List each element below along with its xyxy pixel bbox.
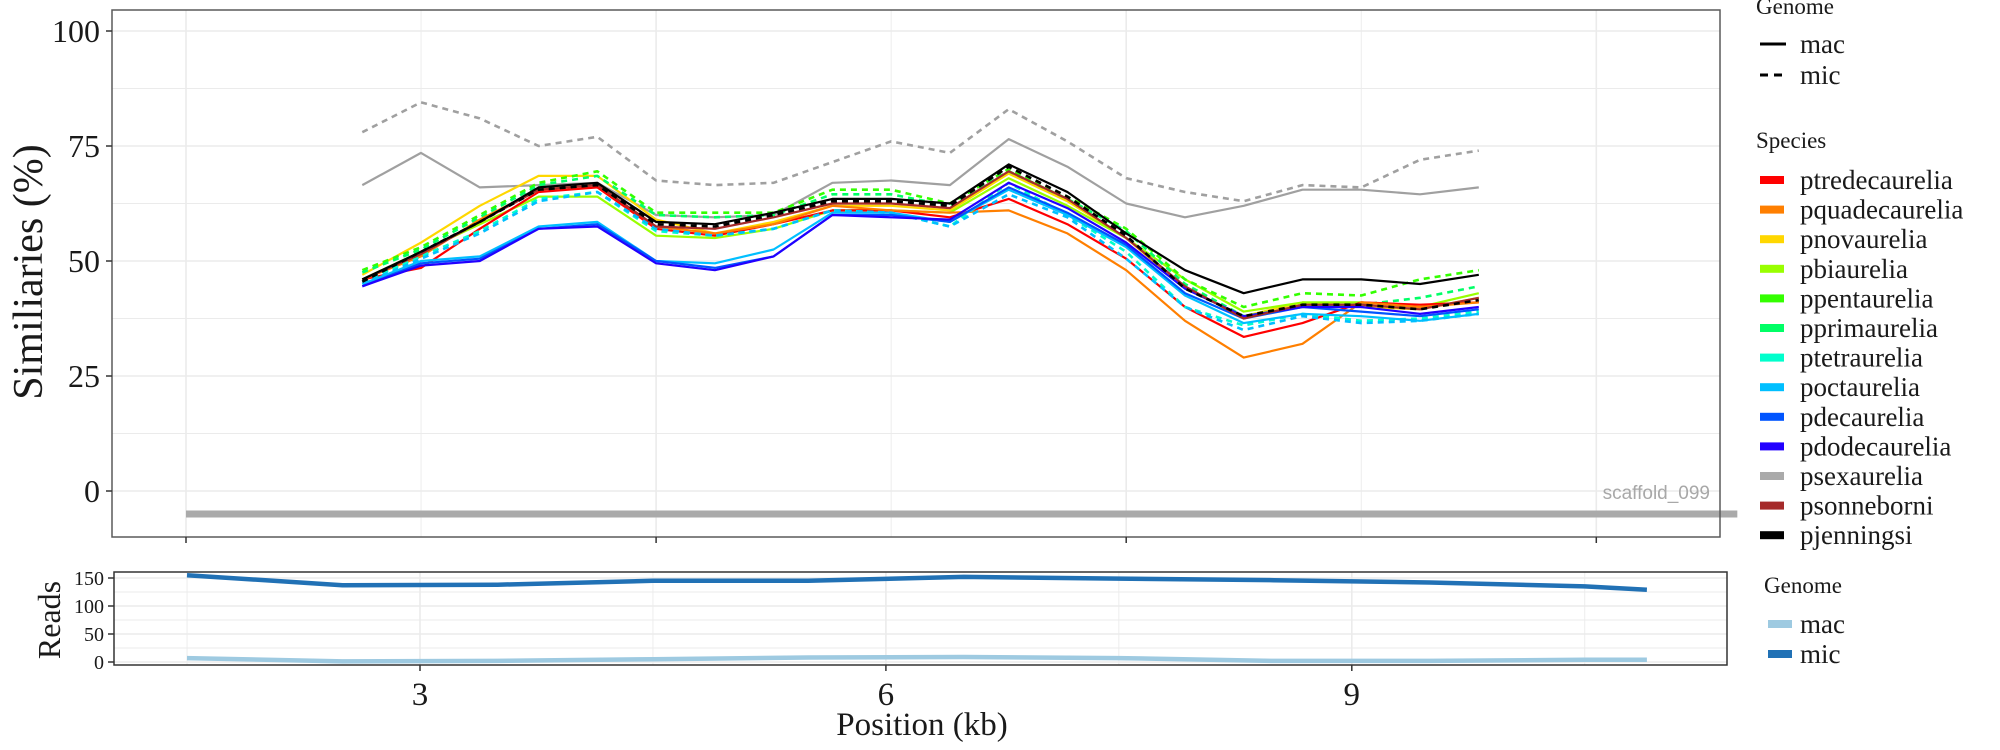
- legend-reads-mac: mac: [1800, 609, 1845, 639]
- reads-y-tick-label: 50: [84, 624, 104, 646]
- x-tick-label: 9: [1344, 677, 1361, 713]
- legend-species-ppentaurelia: ppentaurelia: [1800, 283, 1933, 313]
- legend-genome-mac: mac: [1800, 29, 1845, 59]
- legend-species-pdodecaurelia: pdodecaurelia: [1800, 431, 1951, 461]
- series-ppentaurelia-mic: [361, 167, 1480, 309]
- similarity-panel-background: [112, 10, 1720, 537]
- similarity-axes: 0 25 50 75 100: [52, 13, 1598, 543]
- legend-swatch-pnovaurelia: [1760, 235, 1784, 244]
- similarity-y-tick-label: 25: [68, 358, 100, 394]
- reads-axes: 0 50 100 150 3 6 9: [74, 568, 1360, 713]
- reads-y-axis-label: Reads: [31, 581, 67, 659]
- similarity-y-tick-label: 75: [68, 128, 100, 164]
- similarity-y-tick-label: 50: [68, 243, 100, 279]
- legend-species-pprimaurelia: pprimaurelia: [1800, 313, 1938, 343]
- series-ptredecaurelia-mac: [362, 186, 1479, 338]
- similarity-gridlines: [112, 10, 1720, 537]
- reads-lines: [186, 572, 1648, 664]
- legend-genome-title: Genome: [1756, 0, 1834, 19]
- similarity-y-tick-label: 100: [52, 13, 100, 49]
- reads-panel-background: [114, 572, 1727, 665]
- reads-panel-border: [113, 571, 1728, 666]
- legend-species-ptetraurelia: ptetraurelia: [1800, 343, 1923, 373]
- legend-swatch-pdodecaurelia: [1760, 442, 1784, 451]
- legend-swatch-pquadecaurelia: [1760, 205, 1784, 214]
- reads-y-tick-label: 100: [74, 596, 104, 618]
- legend-species-psexaurelia: psexaurelia: [1800, 461, 1923, 491]
- legend-reads-swatch-mac: [1768, 620, 1792, 628]
- legend-swatch-pbiaurelia: [1760, 264, 1784, 273]
- scaffold-label: scaffold_099: [1603, 483, 1710, 504]
- legend-swatch-pjenningsi: [1760, 531, 1784, 540]
- legend-reads-mic: mic: [1800, 639, 1841, 669]
- similarity-y-tick-label: 0: [84, 473, 100, 509]
- reads-series-mic: [186, 572, 1648, 593]
- legend-swatch-pprimaurelia: [1760, 324, 1784, 332]
- legend-species-psonneborni: psonneborni: [1800, 491, 1933, 521]
- reads-series-mac: [186, 654, 1647, 664]
- series-pjenningsi-mic: [361, 165, 1480, 318]
- legend-species-pquadecaurelia: pquadecaurelia: [1800, 195, 1963, 225]
- series-pprimaurelia-mic: [361, 170, 1480, 318]
- series-pjenningsi-mac: [361, 163, 1479, 295]
- legend-species-pdecaurelia: pdecaurelia: [1800, 402, 1924, 432]
- series-poctaurelia-mic: [361, 190, 1479, 332]
- reads-y-tick-label: 0: [94, 652, 104, 674]
- legend-swatch-poctaurelia: [1760, 383, 1784, 392]
- similarity-panel-border: [111, 9, 1721, 538]
- x-tick-label: 6: [878, 677, 895, 713]
- legend-swatch-pdecaurelia: [1760, 412, 1784, 421]
- similarity-panel: 0 25 50 75 100 scaffold_099 Similiaries (%): [6, 9, 1738, 543]
- legend-reads-genome-title: Genome: [1764, 573, 1842, 598]
- series-poctaurelia-mac: [361, 188, 1479, 325]
- similarity-y-axis-label: Similiaries (%): [6, 144, 52, 399]
- legend-species-ptredecaurelia: ptredecaurelia: [1800, 165, 1953, 195]
- legend-reads-swatch-mic: [1768, 650, 1792, 658]
- series-pdodecaurelia-mac: [361, 181, 1479, 318]
- reads-gridlines: [114, 572, 1727, 665]
- legend-swatch-psexaurelia: [1760, 472, 1784, 480]
- x-axis-label: Position (kb): [836, 707, 1007, 743]
- legend-swatch-psonneborni: [1760, 501, 1784, 510]
- similarity-lines: [186, 101, 1738, 518]
- series-psexaurelia-mic: [361, 101, 1480, 203]
- legend-species-pbiaurelia: pbiaurelia: [1800, 254, 1908, 284]
- legend-species-title: Species: [1756, 128, 1826, 153]
- series-psexaurelia-mac: [361, 138, 1479, 219]
- legend-swatch-ptetraurelia: [1760, 353, 1784, 362]
- reads-panel: 0 50 100 150 3 6 9 Reads Position (kb): [31, 568, 1728, 743]
- legend-swatch-ppentaurelia: [1760, 294, 1784, 303]
- legend-species-poctaurelia: poctaurelia: [1800, 372, 1920, 402]
- x-tick-label: 3: [412, 677, 429, 713]
- legend-swatch-ptredecaurelia: [1760, 176, 1784, 184]
- legend-species-pjenningsi: pjenningsi: [1800, 520, 1913, 550]
- reads-y-tick-label: 150: [74, 568, 104, 590]
- legend-species-pnovaurelia: pnovaurelia: [1800, 224, 1927, 254]
- legend-genome-mic: mic: [1800, 60, 1841, 90]
